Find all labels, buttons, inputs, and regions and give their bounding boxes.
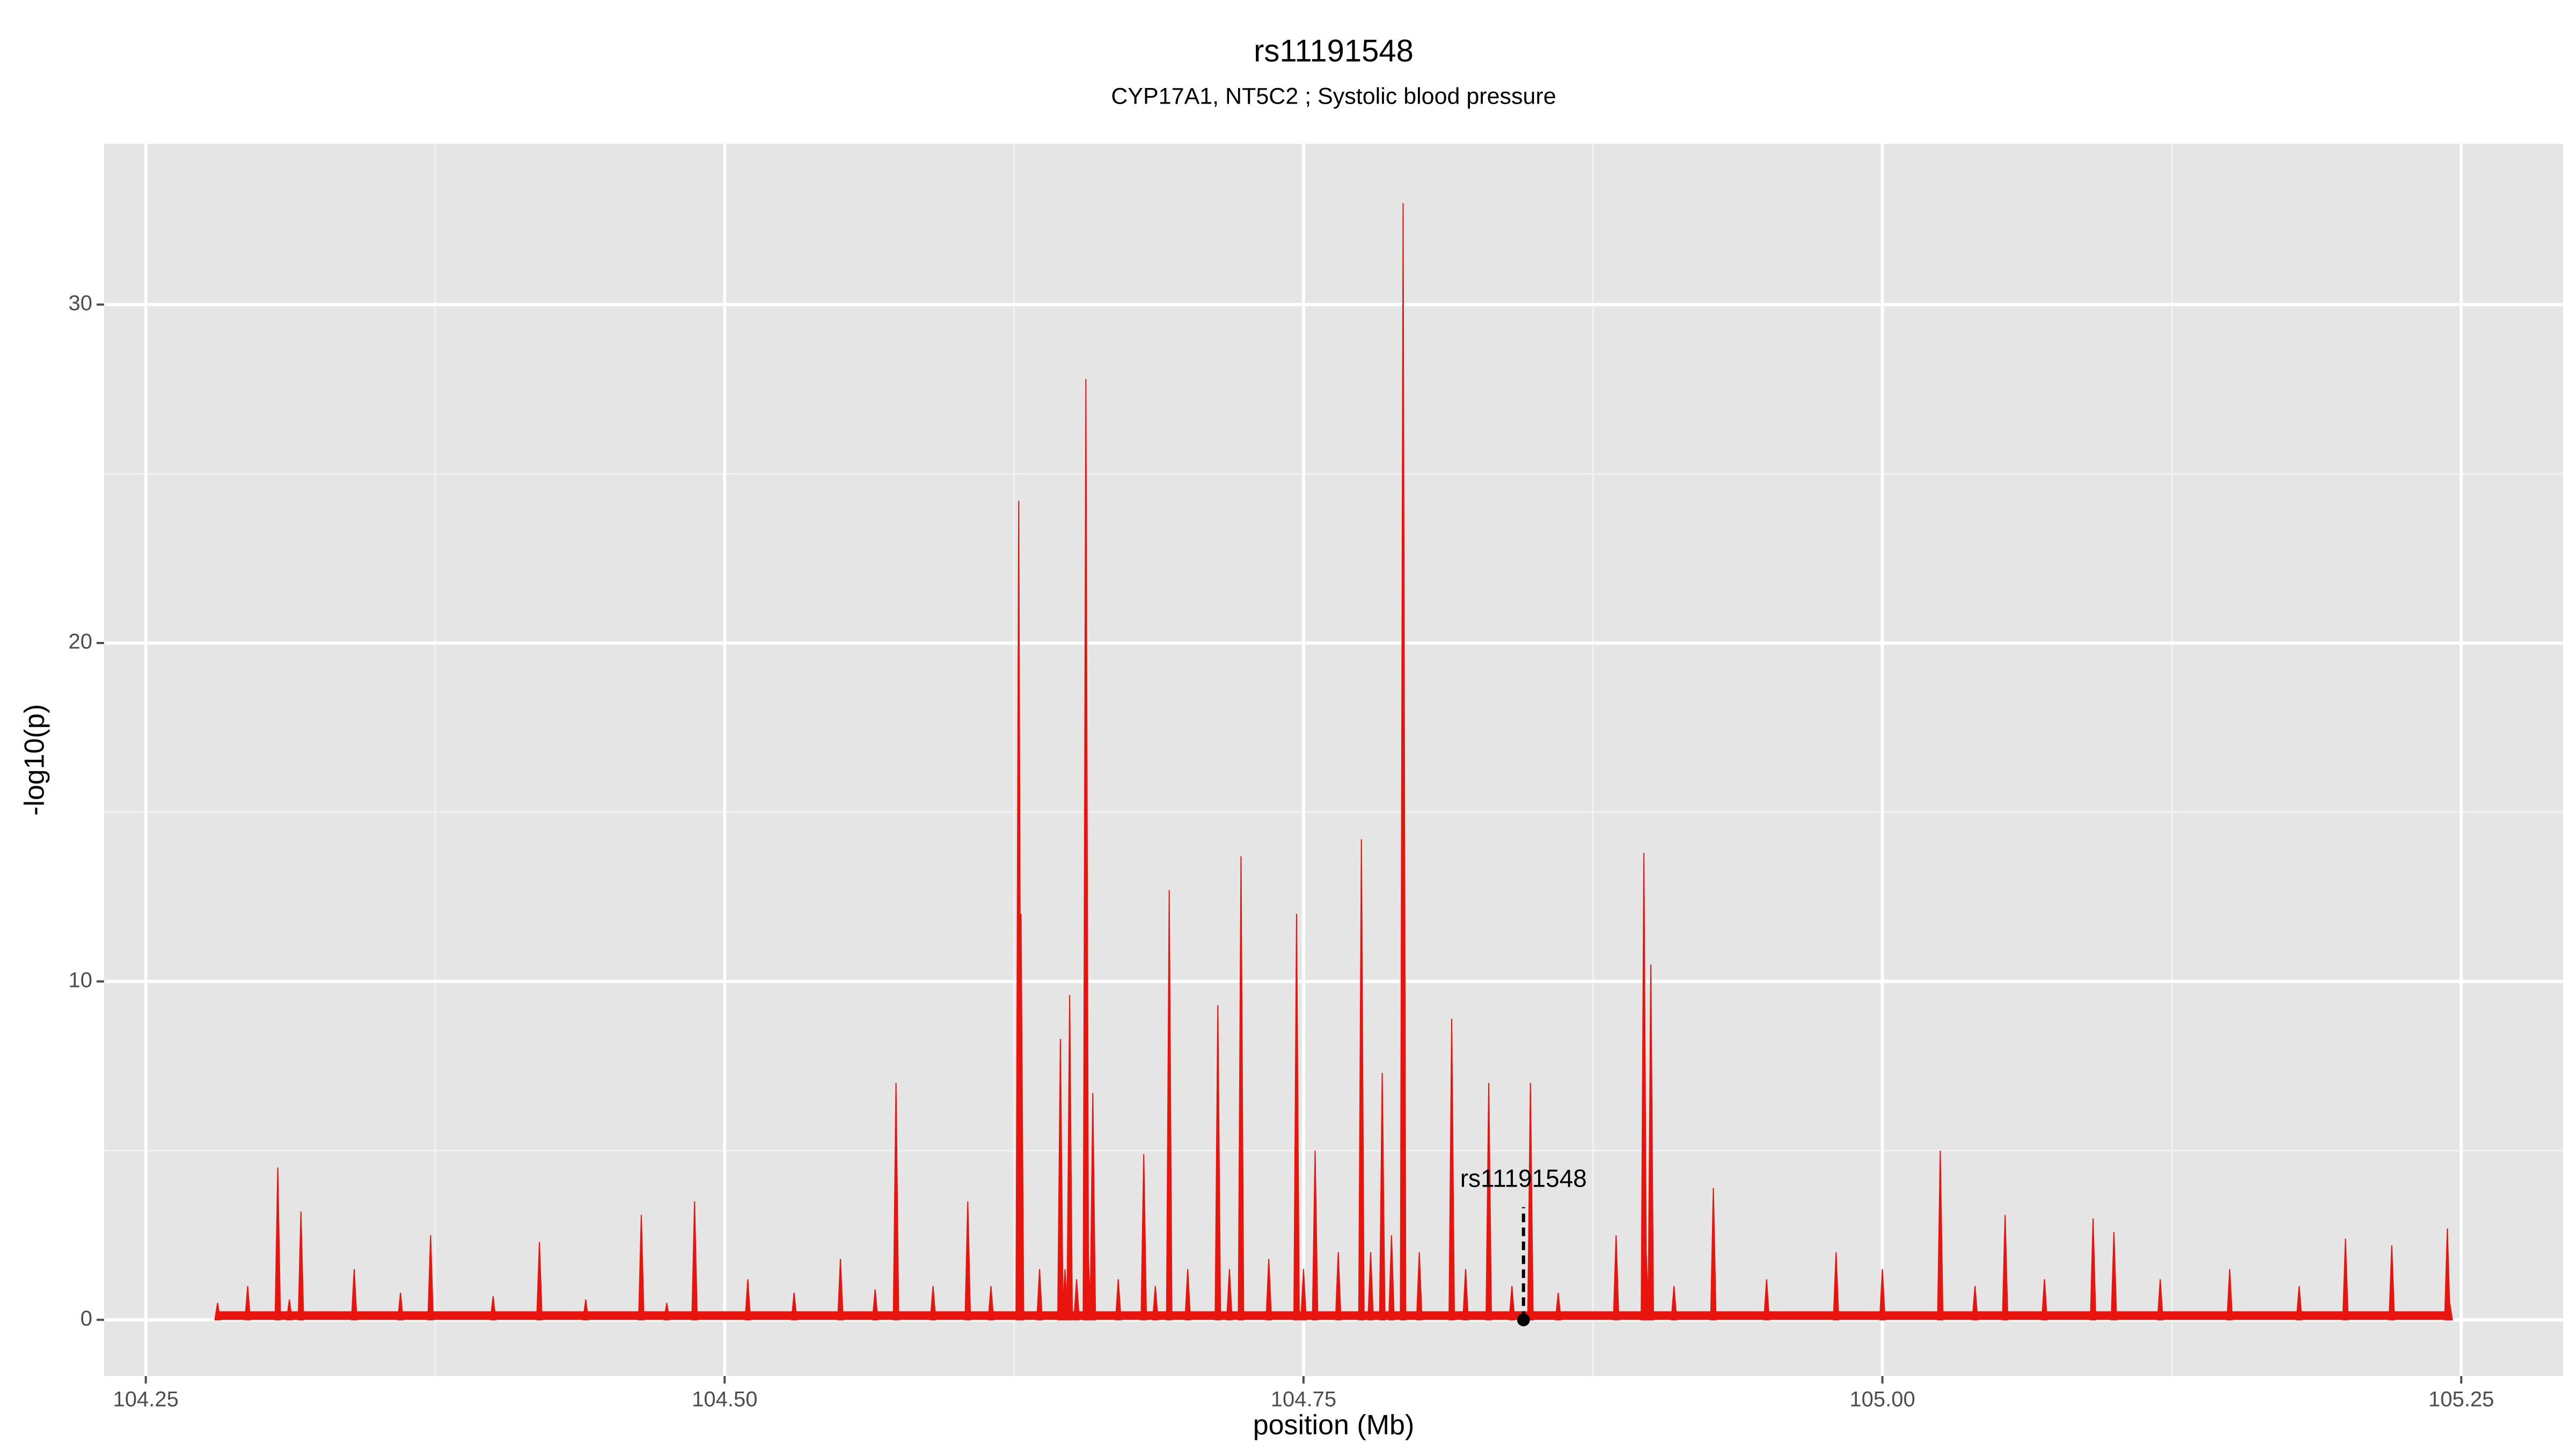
spike [1448,1019,1455,1321]
spike [1509,1286,1516,1321]
x-tick-label: 104.50 [692,1388,757,1411]
spike [397,1292,404,1321]
spike [691,1201,698,1321]
spike [1763,1279,1770,1321]
spike [987,1286,994,1321]
spike [1293,913,1300,1321]
spike [1152,1286,1159,1321]
chart-subtitle: CYP17A1, NT5C2 ; Systolic blood pressure [1111,83,1556,109]
spike [791,1292,797,1321]
spike [286,1299,293,1321]
spike [1643,1252,1650,1321]
spike [872,1289,879,1321]
spike [297,1211,304,1321]
spike [1671,1286,1678,1321]
spike [350,1269,358,1321]
spike [1115,1279,1122,1321]
spike [1416,1252,1423,1321]
spike [1214,1005,1221,1321]
spike [1400,203,1407,1321]
spike [1358,839,1365,1321]
spike [2342,1238,2349,1321]
spike [1073,1279,1080,1321]
spike [1379,1072,1386,1321]
spike [1648,964,1655,1321]
x-tick-label: 105.25 [2428,1388,2494,1411]
spike [892,1082,899,1321]
spike [1238,856,1245,1321]
spike [536,1242,543,1321]
spike [2110,1232,2118,1321]
spike [2296,1286,2303,1321]
annotation-point [1517,1313,1530,1327]
y-tick-label: 0 [80,1307,92,1330]
spike [1879,1269,1886,1321]
spike [1972,1286,1979,1321]
spike [2446,1302,2453,1321]
chart-title: rs11191548 [1254,33,1414,68]
spike [663,1302,670,1321]
x-tick-label: 104.25 [113,1388,178,1411]
spike [638,1214,645,1321]
spike [2388,1245,2395,1321]
spike [244,1286,251,1321]
spike [1089,1093,1096,1321]
spike [2002,1214,2009,1321]
spike [2090,1218,2097,1321]
spike [1710,1188,1717,1321]
x-tick-label: 105.00 [1849,1388,1915,1411]
plot-background [104,144,2563,1376]
spike [1062,1269,1069,1321]
spike [427,1235,434,1321]
spike [930,1286,936,1321]
spike [744,1279,751,1321]
spike [1388,1235,1395,1321]
spike [2226,1269,2233,1321]
spike [1166,890,1173,1321]
spike [1226,1269,1233,1321]
spike [1057,1038,1064,1321]
x-tick-label: 104.75 [1271,1388,1336,1411]
spike [1462,1269,1469,1321]
spike [1555,1292,1562,1321]
spike [582,1299,589,1321]
spike [1613,1235,1620,1321]
y-tick-label: 10 [69,968,93,992]
y-axis-label: -log10(p) [19,704,50,816]
spike [1066,994,1073,1321]
spike [1833,1252,1840,1321]
spike [1300,1269,1307,1321]
spike [1335,1252,1342,1321]
spike [1184,1269,1191,1321]
spike [837,1258,844,1321]
spike [1265,1258,1272,1321]
spike [489,1296,496,1321]
spike [1140,1154,1147,1321]
spike [1937,1151,1944,1321]
spike [1527,1082,1534,1321]
spike [274,1167,281,1321]
spike [964,1201,971,1321]
spike [1085,1252,1092,1321]
spike [2157,1279,2164,1321]
y-tick-label: 20 [69,630,93,654]
spike [1018,913,1024,1321]
spike [1485,1082,1492,1321]
x-axis-label: position (Mb) [1253,1410,1415,1441]
spike [1312,1151,1319,1321]
spike [214,1302,221,1321]
spike [1036,1269,1043,1321]
spike [2041,1279,2048,1321]
y-tick-label: 30 [69,291,93,315]
annotation-label: rs11191548 [1460,1164,1587,1192]
spike [1367,1252,1374,1321]
